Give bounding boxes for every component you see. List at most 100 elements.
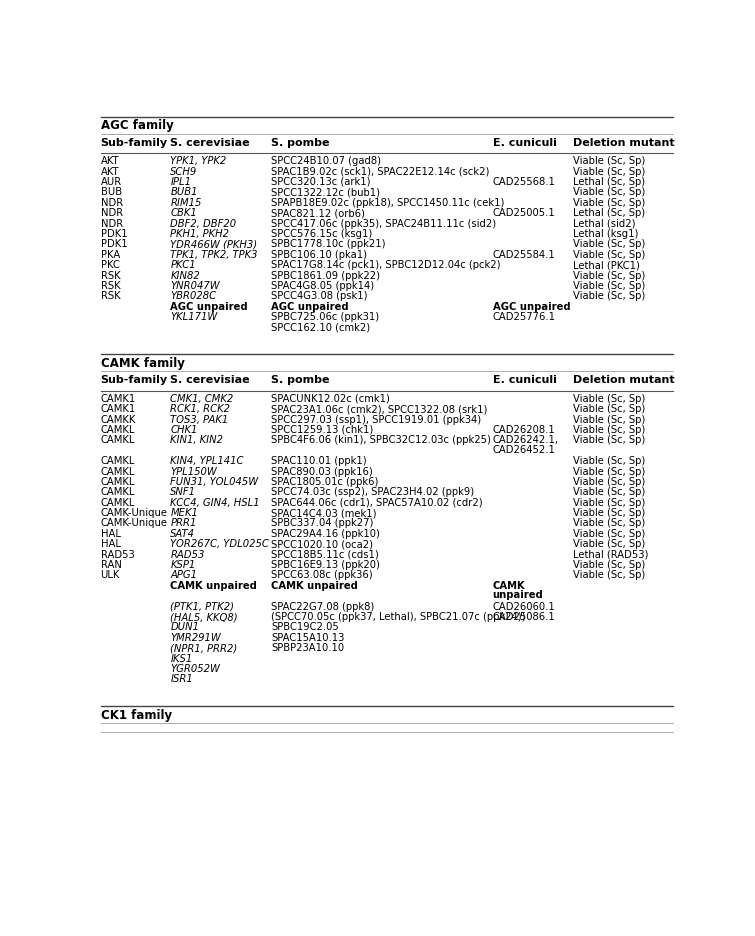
Text: Viable (Sc, Sp): Viable (Sc, Sp) — [573, 415, 646, 425]
Text: E. cuniculi: E. cuniculi — [493, 375, 556, 386]
Text: PKA: PKA — [100, 250, 120, 260]
Text: SPBC725.06c (ppk31): SPBC725.06c (ppk31) — [271, 312, 379, 322]
Text: IPL1: IPL1 — [171, 177, 191, 187]
Text: Lethal (sid2): Lethal (sid2) — [573, 219, 636, 228]
Text: NDR: NDR — [100, 219, 123, 228]
Text: SPAC821.12 (orb6): SPAC821.12 (orb6) — [271, 208, 365, 218]
Text: Lethal (PKC1): Lethal (PKC1) — [573, 260, 640, 271]
Text: SPAC4G8.05 (ppk14): SPAC4G8.05 (ppk14) — [271, 281, 374, 291]
Text: CAD26060.1: CAD26060.1 — [493, 602, 556, 611]
Text: Viable (Sc, Sp): Viable (Sc, Sp) — [573, 281, 646, 291]
Text: Viable (Sc, Sp): Viable (Sc, Sp) — [573, 394, 646, 403]
Text: CHK1: CHK1 — [171, 425, 198, 435]
Text: (PTK1, PTK2): (PTK1, PTK2) — [171, 602, 234, 611]
Text: KSP1: KSP1 — [171, 560, 196, 570]
Text: (HAL5, KKQ8): (HAL5, KKQ8) — [171, 612, 238, 622]
Text: YBR028C: YBR028C — [171, 291, 217, 301]
Text: SPAC644.06c (cdr1), SPAC57A10.02 (cdr2): SPAC644.06c (cdr1), SPAC57A10.02 (cdr2) — [271, 498, 482, 507]
Text: IKS1: IKS1 — [171, 653, 193, 664]
Text: CAD26242.1,: CAD26242.1, — [493, 435, 559, 446]
Text: DUN1: DUN1 — [171, 622, 199, 633]
Text: SPCC63.08c (ppk36): SPCC63.08c (ppk36) — [271, 570, 373, 580]
Text: SNF1: SNF1 — [171, 488, 196, 497]
Text: SPBC1861.09 (ppk22): SPBC1861.09 (ppk22) — [271, 271, 380, 281]
Text: SPCC74.03c (ssp2), SPAC23H4.02 (ppk9): SPCC74.03c (ssp2), SPAC23H4.02 (ppk9) — [271, 488, 474, 497]
Text: Viable (Sc, Sp): Viable (Sc, Sp) — [573, 477, 646, 487]
Text: Lethal (Sc, Sp): Lethal (Sc, Sp) — [573, 208, 646, 218]
Text: NDR: NDR — [100, 197, 123, 208]
Text: HAL: HAL — [100, 539, 121, 549]
Text: RIM15: RIM15 — [171, 197, 202, 208]
Text: SPAC17G8.14c (pck1), SPBC12D12.04c (pck2): SPAC17G8.14c (pck1), SPBC12D12.04c (pck2… — [271, 260, 501, 271]
Text: TPK1, TPK2, TPK3: TPK1, TPK2, TPK3 — [171, 250, 257, 260]
Text: SPBC4F6.06 (kin1), SPBC32C12.03c (ppk25): SPBC4F6.06 (kin1), SPBC32C12.03c (ppk25) — [271, 435, 491, 446]
Text: CAMK-Unique: CAMK-Unique — [100, 508, 168, 519]
Text: SPCC24B10.07 (gad8): SPCC24B10.07 (gad8) — [271, 156, 381, 167]
Text: SPBP23A10.10: SPBP23A10.10 — [271, 643, 344, 653]
Text: SPCC576.15c (ksg1): SPCC576.15c (ksg1) — [271, 229, 372, 239]
Text: CAMK1: CAMK1 — [100, 394, 136, 403]
Text: SPAC29A4.16 (ppk10): SPAC29A4.16 (ppk10) — [271, 529, 380, 539]
Text: PKC1: PKC1 — [171, 260, 196, 271]
Text: RCK1, RCK2: RCK1, RCK2 — [171, 404, 230, 414]
Text: S. cerevisiae: S. cerevisiae — [171, 375, 250, 386]
Text: YGR052W: YGR052W — [171, 664, 220, 674]
Text: Viable (Sc, Sp): Viable (Sc, Sp) — [573, 456, 646, 466]
Text: Viable (Sc, Sp): Viable (Sc, Sp) — [573, 488, 646, 497]
Text: PDK1: PDK1 — [100, 229, 127, 239]
Text: CAD25568.1: CAD25568.1 — [493, 177, 556, 187]
Text: Viable (Sc, Sp): Viable (Sc, Sp) — [573, 498, 646, 507]
Text: SPAC23A1.06c (cmk2), SPCC1322.08 (srk1): SPAC23A1.06c (cmk2), SPCC1322.08 (srk1) — [271, 404, 488, 414]
Text: NDR: NDR — [100, 208, 123, 218]
Text: SPCC417.06c (ppk35), SPAC24B11.11c (sid2): SPCC417.06c (ppk35), SPAC24B11.11c (sid2… — [271, 219, 496, 228]
Text: Viable (Sc, Sp): Viable (Sc, Sp) — [573, 250, 646, 260]
Text: CAMK1: CAMK1 — [100, 404, 136, 414]
Text: APG1: APG1 — [171, 570, 197, 580]
Text: Deletion mutant: Deletion mutant — [573, 138, 675, 148]
Text: SPAC1B9.02c (sck1), SPAC22E12.14c (sck2): SPAC1B9.02c (sck1), SPAC22E12.14c (sck2) — [271, 167, 489, 177]
Text: CAD26208.1: CAD26208.1 — [493, 425, 556, 435]
Text: SPAC14C4.03 (mek1): SPAC14C4.03 (mek1) — [271, 508, 377, 519]
Text: SPAC15A10.13: SPAC15A10.13 — [271, 633, 344, 643]
Text: SPAPB18E9.02c (ppk18), SPCC1450.11c (cek1): SPAPB18E9.02c (ppk18), SPCC1450.11c (cek… — [271, 197, 504, 208]
Text: AGC unpaired: AGC unpaired — [171, 301, 248, 312]
Text: Viable (Sc, Sp): Viable (Sc, Sp) — [573, 570, 646, 580]
Text: CAD25584.1: CAD25584.1 — [493, 250, 556, 260]
Text: DBF2, DBF20: DBF2, DBF20 — [171, 219, 236, 228]
Text: KCC4, GIN4, HSL1: KCC4, GIN4, HSL1 — [171, 498, 260, 507]
Text: AKT: AKT — [100, 167, 119, 177]
Text: Viable (Sc, Sp): Viable (Sc, Sp) — [573, 529, 646, 539]
Text: Deletion mutant: Deletion mutant — [573, 375, 675, 386]
Text: SPAC22G7.08 (ppk8): SPAC22G7.08 (ppk8) — [271, 602, 374, 611]
Text: (SPCC70.05c (ppk37, Lethal), SPBC21.07c (ppk24)): (SPCC70.05c (ppk37, Lethal), SPBC21.07c … — [271, 612, 525, 622]
Text: SPCC1259.13 (chk1): SPCC1259.13 (chk1) — [271, 425, 373, 435]
Text: AGC unpaired: AGC unpaired — [493, 301, 570, 312]
Text: YDR466W (PKH3): YDR466W (PKH3) — [171, 240, 257, 249]
Text: CAMKL: CAMKL — [100, 435, 135, 446]
Text: Viable (Sc, Sp): Viable (Sc, Sp) — [573, 539, 646, 549]
Text: CMK1, CMK2: CMK1, CMK2 — [171, 394, 233, 403]
Text: Viable (Sc, Sp): Viable (Sc, Sp) — [573, 404, 646, 414]
Text: Lethal (Sc, Sp): Lethal (Sc, Sp) — [573, 177, 646, 187]
Text: CAMKL: CAMKL — [100, 498, 135, 507]
Text: SPAC890.03 (ppk16): SPAC890.03 (ppk16) — [271, 466, 373, 476]
Text: CAMK-Unique: CAMK-Unique — [100, 519, 168, 529]
Text: AGC unpaired: AGC unpaired — [271, 301, 349, 312]
Text: SPBC337.04 (ppk27): SPBC337.04 (ppk27) — [271, 519, 374, 529]
Text: SPCC1322.12c (bub1): SPCC1322.12c (bub1) — [271, 187, 380, 197]
Text: SPCC297.03 (ssp1), SPCC1919.01 (ppk34): SPCC297.03 (ssp1), SPCC1919.01 (ppk34) — [271, 415, 481, 425]
Text: BUB1: BUB1 — [171, 187, 198, 197]
Text: SPCC162.10 (cmk2): SPCC162.10 (cmk2) — [271, 323, 370, 332]
Text: KIN82: KIN82 — [171, 271, 200, 281]
Text: YNR047W: YNR047W — [171, 281, 220, 291]
Text: ISR1: ISR1 — [171, 675, 193, 684]
Text: PKH1, PKH2: PKH1, PKH2 — [171, 229, 230, 239]
Text: Viable (Sc, Sp): Viable (Sc, Sp) — [573, 466, 646, 476]
Text: CAMKL: CAMKL — [100, 425, 135, 435]
Text: CAMKK: CAMKK — [100, 415, 136, 425]
Text: (NPR1, PRR2): (NPR1, PRR2) — [171, 643, 238, 653]
Text: TOS3, PAK1: TOS3, PAK1 — [171, 415, 229, 425]
Text: CAMKL: CAMKL — [100, 466, 135, 476]
Text: PRR1: PRR1 — [171, 519, 197, 529]
Text: CAD25086.1: CAD25086.1 — [493, 612, 556, 622]
